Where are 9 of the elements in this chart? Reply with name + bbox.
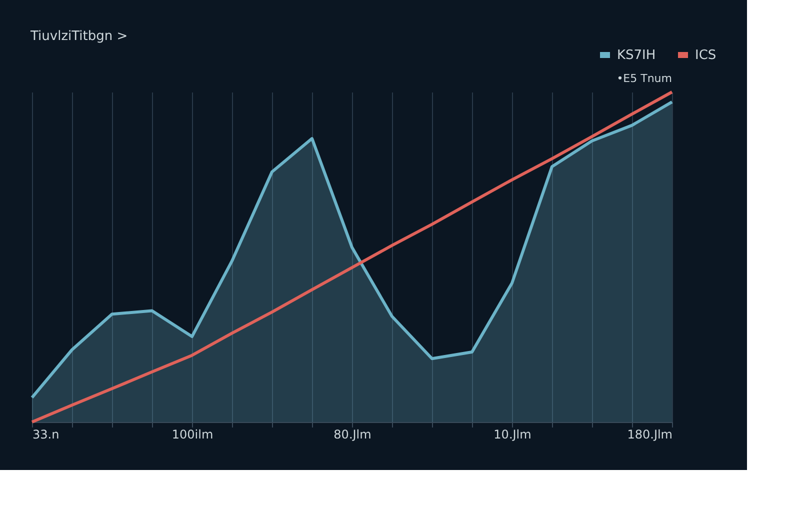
x-tick-label: 33.n <box>32 428 60 442</box>
text: •E5 Tnum <box>616 72 672 85</box>
x-tick-label: 80.Jlm <box>334 428 372 442</box>
legend-label: ICS <box>695 48 716 63</box>
x-tick-label: 180.Jlm <box>627 428 672 442</box>
legend-label: KS7IH <box>617 48 656 63</box>
chart-title: TiuvlziTitbgn > <box>30 29 128 44</box>
x-tick-label: 100ilm <box>172 428 214 442</box>
x-tick-label: 10.Jlm <box>494 428 532 442</box>
